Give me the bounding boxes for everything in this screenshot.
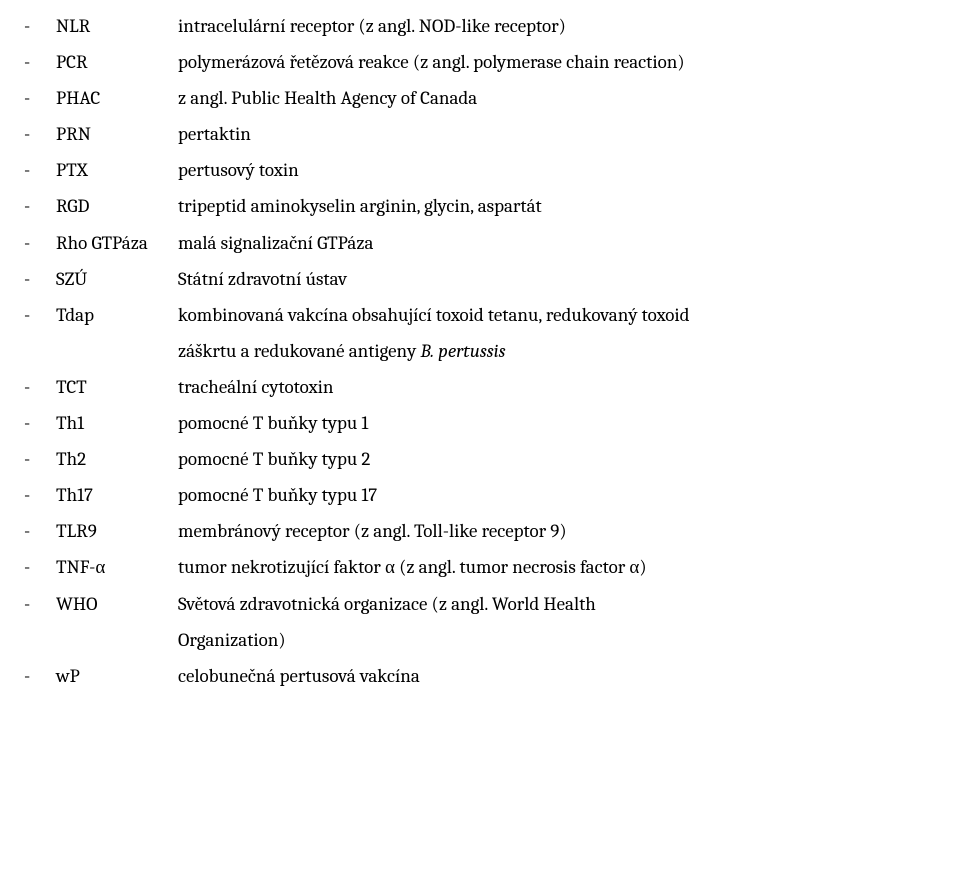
abbr-pcr: PCR bbox=[56, 44, 178, 80]
abbr-tdap: Tdap bbox=[56, 297, 178, 333]
def-phac: z angl. Public Health Agency of Canada bbox=[178, 80, 935, 116]
dash: - bbox=[24, 441, 56, 477]
abbr-wp: wP bbox=[56, 658, 178, 694]
def-tct: tracheální cytotoxin bbox=[178, 369, 935, 405]
abbr-nlr: NLR bbox=[56, 8, 178, 44]
def-wp: celobunečná pertusová vakcína bbox=[178, 658, 935, 694]
entry-prn: - PRN pertaktin bbox=[24, 116, 935, 152]
entry-tct: - TCT tracheální cytotoxin bbox=[24, 369, 935, 405]
dash: - bbox=[24, 477, 56, 513]
dash: - bbox=[24, 369, 56, 405]
entry-tdap: - Tdap kombinovaná vakcína obsahující to… bbox=[24, 297, 935, 333]
def-prn: pertaktin bbox=[178, 116, 935, 152]
def-who: Světová zdravotnická organizace (z angl.… bbox=[178, 586, 935, 622]
entry-nlr: - NLR intracelulární receptor (z angl. N… bbox=[24, 8, 935, 44]
def-tdap-italic: B. pertussis bbox=[421, 340, 506, 362]
entry-ptx: - PTX pertusový toxin bbox=[24, 152, 935, 188]
dash: - bbox=[24, 586, 56, 622]
def-th17: pomocné T buňky typu 17 bbox=[178, 477, 935, 513]
entry-pcr: - PCR polymerázová řetězová reakce (z an… bbox=[24, 44, 935, 80]
entry-th2: - Th2 pomocné T buňky typu 2 bbox=[24, 441, 935, 477]
entry-who: - WHO Světová zdravotnická organizace (z… bbox=[24, 586, 935, 622]
def-nlr: intracelulární receptor (z angl. NOD-lik… bbox=[178, 8, 935, 44]
abbr-tct: TCT bbox=[56, 369, 178, 405]
def-th2: pomocné T buňky typu 2 bbox=[178, 441, 935, 477]
entry-wp: - wP celobunečná pertusová vakcína bbox=[24, 658, 935, 694]
abbr-who: WHO bbox=[56, 586, 178, 622]
entry-th1: - Th1 pomocné T buňky typu 1 bbox=[24, 405, 935, 441]
entry-szu: - SZÚ Státní zdravotní ústav bbox=[24, 261, 935, 297]
def-tdap-cont: záškrtu a redukované antigeny bbox=[178, 340, 421, 362]
dash: - bbox=[24, 152, 56, 188]
dash: - bbox=[24, 405, 56, 441]
abbr-rgd: RGD bbox=[56, 188, 178, 224]
dash: - bbox=[24, 261, 56, 297]
entry-phac: - PHAC z angl. Public Health Agency of C… bbox=[24, 80, 935, 116]
entry-tlr9: - TLR9 membránový receptor (z angl. Toll… bbox=[24, 513, 935, 549]
entry-who-cont: Organization) bbox=[24, 622, 935, 658]
def-rgd: tripeptid aminokyselin arginin, glycin, … bbox=[178, 188, 935, 224]
def-tnf-alpha: tumor nekrotizující faktor α (z angl. tu… bbox=[178, 549, 935, 585]
entry-th17: - Th17 pomocné T buňky typu 17 bbox=[24, 477, 935, 513]
abbr-ptx: PTX bbox=[56, 152, 178, 188]
dash: - bbox=[24, 80, 56, 116]
abbr-szu: SZÚ bbox=[56, 261, 178, 297]
abbr-tnf-alpha: TNF-α bbox=[56, 549, 178, 585]
def-ptx: pertusový toxin bbox=[178, 152, 935, 188]
abbr-phac: PHAC bbox=[56, 80, 178, 116]
def-who-cont: Organization) bbox=[178, 629, 286, 651]
dash: - bbox=[24, 297, 56, 333]
dash: - bbox=[24, 513, 56, 549]
entry-rho-gtpaza: - Rho GTPáza malá signalizační GTPáza bbox=[24, 225, 935, 261]
abbr-prn: PRN bbox=[56, 116, 178, 152]
def-rho-gtpaza: malá signalizační GTPáza bbox=[178, 225, 935, 261]
dash: - bbox=[24, 188, 56, 224]
dash: - bbox=[24, 8, 56, 44]
dash: - bbox=[24, 225, 56, 261]
abbr-th2: Th2 bbox=[56, 441, 178, 477]
entry-tdap-cont: záškrtu a redukované antigeny B. pertuss… bbox=[24, 333, 935, 369]
abbr-tlr9: TLR9 bbox=[56, 513, 178, 549]
def-szu: Státní zdravotní ústav bbox=[178, 261, 935, 297]
abbr-th17: Th17 bbox=[56, 477, 178, 513]
entry-rgd: - RGD tripeptid aminokyselin arginin, gl… bbox=[24, 188, 935, 224]
dash: - bbox=[24, 658, 56, 694]
entry-tnf-alpha: - TNF-α tumor nekrotizující faktor α (z … bbox=[24, 549, 935, 585]
def-pcr: polymerázová řetězová reakce (z angl. po… bbox=[178, 44, 935, 80]
dash: - bbox=[24, 549, 56, 585]
def-tdap: kombinovaná vakcína obsahující toxoid te… bbox=[178, 297, 935, 333]
dash: - bbox=[24, 116, 56, 152]
dash: - bbox=[24, 44, 56, 80]
def-tlr9: membránový receptor (z angl. Toll-like r… bbox=[178, 513, 935, 549]
abbr-rho-gtpaza: Rho GTPáza bbox=[56, 225, 178, 261]
abbr-th1: Th1 bbox=[56, 405, 178, 441]
def-th1: pomocné T buňky typu 1 bbox=[178, 405, 935, 441]
